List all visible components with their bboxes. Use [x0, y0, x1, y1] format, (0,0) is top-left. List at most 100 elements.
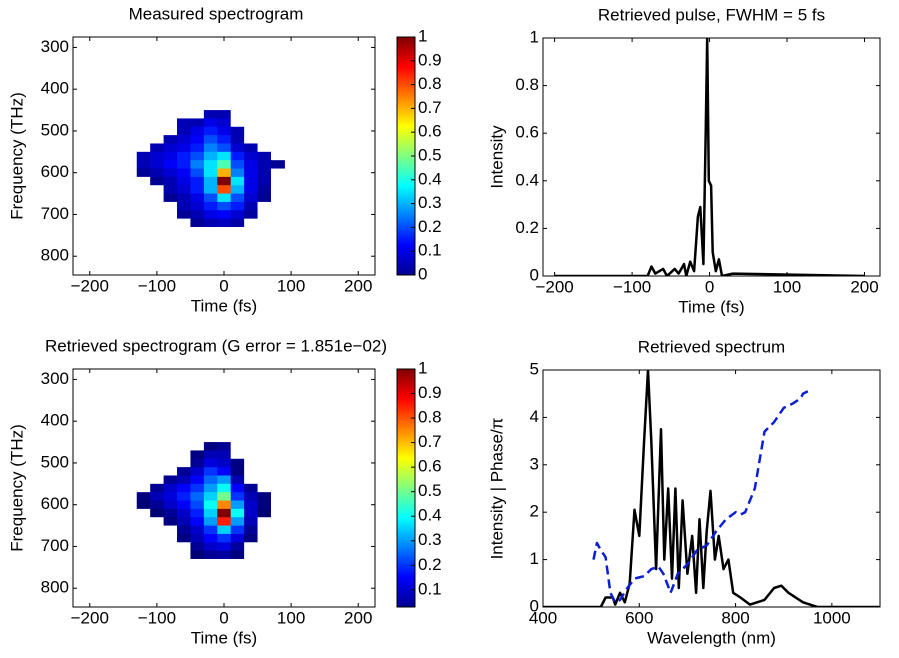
heat-cell — [150, 135, 165, 144]
heat-cell — [150, 143, 165, 153]
y-tick-label: 300 — [41, 369, 69, 388]
heat-cell — [150, 450, 165, 460]
heat-cell — [203, 126, 218, 136]
heat-cell — [257, 450, 272, 460]
heat-cell — [257, 500, 272, 510]
heat-cell — [136, 218, 151, 228]
heat-cell — [136, 517, 151, 527]
x-tick-label: 800 — [721, 608, 749, 627]
x-tick-label: −100 — [138, 608, 176, 627]
y-tick-label: 0 — [530, 265, 539, 284]
heat-cell — [257, 160, 272, 170]
heat-cell — [163, 508, 178, 518]
heat-cell — [217, 168, 232, 178]
heat-cell — [150, 118, 165, 128]
chart-title: Retrieved spectrogram (G error = 1.851e−… — [45, 336, 387, 355]
heat-cell — [136, 492, 151, 502]
heat-cell — [203, 467, 218, 476]
heat-cell — [163, 467, 178, 476]
heat-cell — [217, 126, 232, 136]
heat-cell — [244, 126, 259, 136]
heat-cell — [217, 542, 232, 552]
heat-cell — [150, 185, 165, 195]
heat-cell — [150, 458, 165, 468]
x-axis-label: Time (fs) — [191, 628, 257, 647]
heat-cell — [203, 475, 218, 485]
x-tick-label: −200 — [71, 608, 109, 627]
heat-cell — [244, 176, 259, 186]
heat-cell — [150, 151, 165, 161]
heat-cell — [163, 218, 178, 228]
heat-cell — [270, 458, 285, 468]
y-axis-label: Frequency (THz) — [7, 424, 26, 552]
panel: 0 0.1 0.2 0.3 0.4 0.5 0.6 0.7 0.8 0.9 1 −200 −100 0 10… — [7, 4, 441, 315]
heat-cell — [163, 542, 178, 552]
heat-cell — [230, 475, 245, 485]
heat-cell — [136, 101, 151, 111]
x-tick-label: −200 — [71, 276, 109, 295]
heat-cell — [163, 226, 178, 236]
heat-cell — [270, 525, 285, 535]
heat-cell — [217, 193, 232, 203]
heat-cell — [177, 101, 191, 111]
heat-cell — [203, 135, 218, 144]
heat-cell — [230, 467, 245, 476]
heat-cell — [150, 226, 165, 236]
colorbar-tick-label: 0.9 — [418, 50, 442, 69]
heat-cell — [150, 475, 165, 485]
heat-cell — [190, 135, 205, 144]
heat-cell — [257, 483, 272, 493]
panel: 0.1 0.2 0.3 0.4 0.5 0.6 0.7 0.8 0.9 1 −200 −100 0 100… — [7, 336, 441, 647]
heat-cell — [257, 126, 272, 136]
heat-cell — [190, 101, 205, 111]
heat-cell — [203, 226, 218, 236]
panel: 400 600 800 1000 0 1 2 3 4 5 Retrieved spectrum Wav… — [487, 337, 881, 647]
heat-cell — [217, 492, 232, 502]
series-line — [554, 38, 865, 276]
heat-cell — [136, 558, 151, 568]
y-tick-label: 3 — [530, 454, 539, 473]
heat-cell — [190, 517, 205, 527]
heat-cell — [190, 210, 205, 220]
heat-cell — [244, 475, 259, 485]
heat-cell — [230, 218, 245, 228]
heat-cell — [190, 492, 205, 502]
heat-cell — [270, 151, 285, 161]
heat-cell — [177, 558, 191, 568]
heat-cell — [217, 101, 232, 111]
heat-cell — [244, 533, 259, 543]
heat-cell — [257, 135, 272, 144]
heat-cell — [257, 168, 272, 178]
heat-cell — [244, 160, 259, 170]
heat-cell — [257, 542, 272, 552]
heat-cell — [217, 176, 232, 186]
colorbar-tick-label: 0.3 — [418, 530, 442, 549]
heat-cell — [217, 201, 232, 211]
heat-cell — [136, 550, 151, 560]
heat-cell — [270, 550, 285, 560]
colorbar-tick-label: 0.9 — [418, 383, 442, 402]
heat-cell — [217, 458, 232, 468]
heat-cell — [136, 160, 151, 170]
heat-cell — [203, 433, 218, 443]
heat-cell — [177, 160, 191, 170]
heat-cell — [190, 193, 205, 203]
heat-cell — [217, 517, 232, 527]
heat-cell — [257, 467, 272, 476]
heat-cell — [270, 126, 285, 136]
heat-cell — [150, 193, 165, 203]
heat-cell — [203, 193, 218, 203]
heat-cell — [203, 450, 218, 460]
heat-cell — [203, 143, 218, 153]
heat-cell — [257, 201, 272, 211]
colorbar-tick-label: 0.4 — [418, 169, 442, 188]
heat-cell — [163, 442, 178, 451]
heat-cell — [150, 126, 165, 136]
heat-cell — [190, 508, 205, 518]
heat-cell — [190, 542, 205, 552]
heat-cell — [257, 475, 272, 485]
colorbar-tick-label: 0.8 — [418, 74, 442, 93]
heat-cell — [150, 550, 165, 560]
heat-cell — [230, 168, 245, 178]
heat-cell — [270, 475, 285, 485]
